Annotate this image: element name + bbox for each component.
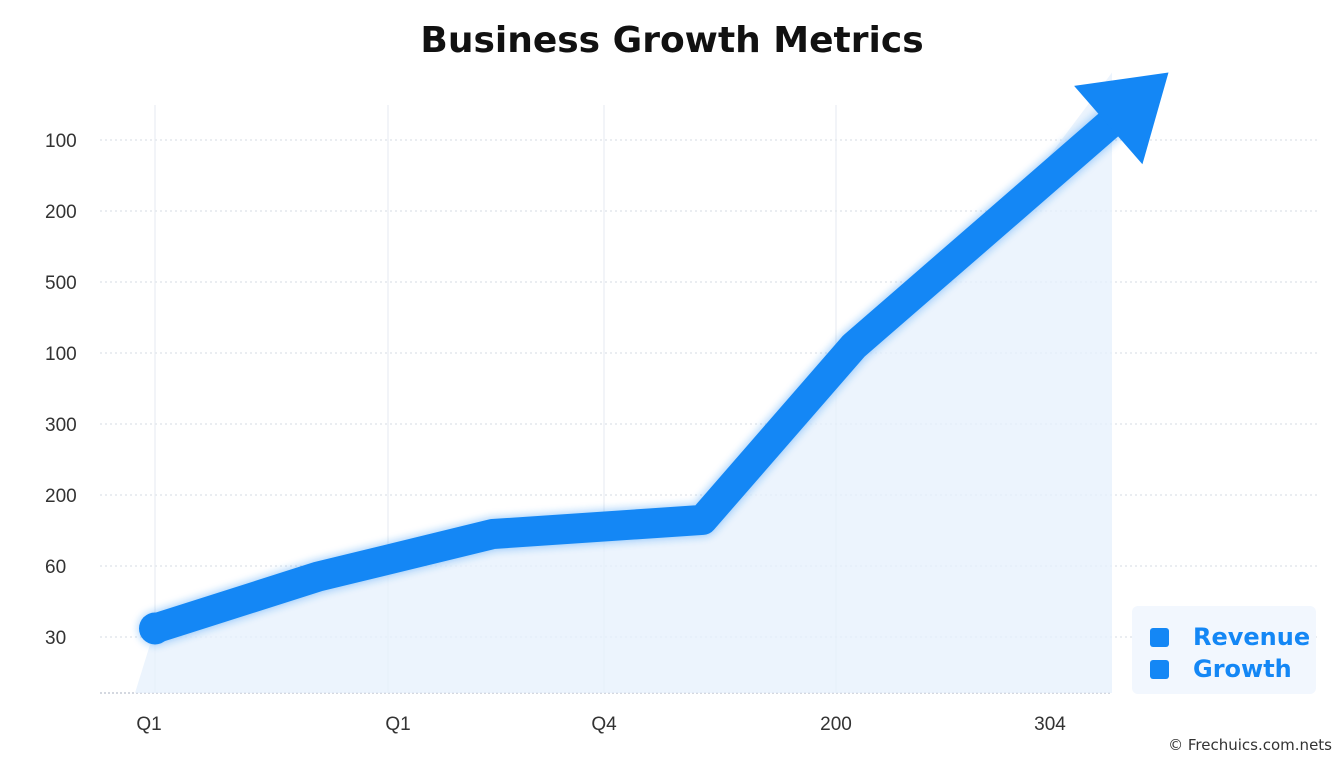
- legend-swatch-revenue: [1150, 627, 1169, 647]
- data-point: [139, 612, 171, 645]
- x-tick-label: Q4: [591, 714, 617, 735]
- legend-item-revenue[interactable]: Revenue: [1150, 623, 1310, 651]
- chart-title: Business Growth Metrics: [420, 20, 924, 61]
- watermark: © Frechuics.com.nets: [1168, 736, 1332, 754]
- y-tick-label: 200: [45, 202, 77, 223]
- x-axis-ticks: Q1 Q1 Q4 200 304: [136, 714, 1066, 735]
- y-tick-label: 60: [45, 557, 66, 578]
- legend-swatch-growth: [1150, 659, 1169, 679]
- series-line-layer: [138, 72, 1169, 646]
- y-tick-label: 200: [45, 486, 77, 507]
- y-tick-label: 30: [45, 628, 66, 649]
- arrowhead: [1074, 72, 1169, 165]
- y-tick-label: 500: [45, 273, 77, 294]
- y-tick-label: 300: [45, 415, 77, 436]
- x-tick-label: Q1: [385, 714, 410, 735]
- x-tick-label: 200: [820, 714, 852, 735]
- area-fill-layer: [135, 72, 1112, 694]
- legend-label-revenue: Revenue: [1193, 623, 1311, 651]
- x-tick-label: 304: [1034, 714, 1066, 735]
- legend-item-growth[interactable]: Growth: [1150, 655, 1292, 683]
- legend-label-growth: Growth: [1193, 655, 1292, 683]
- y-axis-ticks: 100 200 500 100 300 200 60 30: [45, 131, 77, 649]
- area-fill: [135, 72, 1112, 694]
- y-tick-label: 100: [45, 131, 77, 152]
- y-tick-label: 100: [45, 344, 77, 365]
- x-tick-label: Q1: [136, 714, 161, 735]
- legend: Revenue Growth: [1132, 606, 1316, 694]
